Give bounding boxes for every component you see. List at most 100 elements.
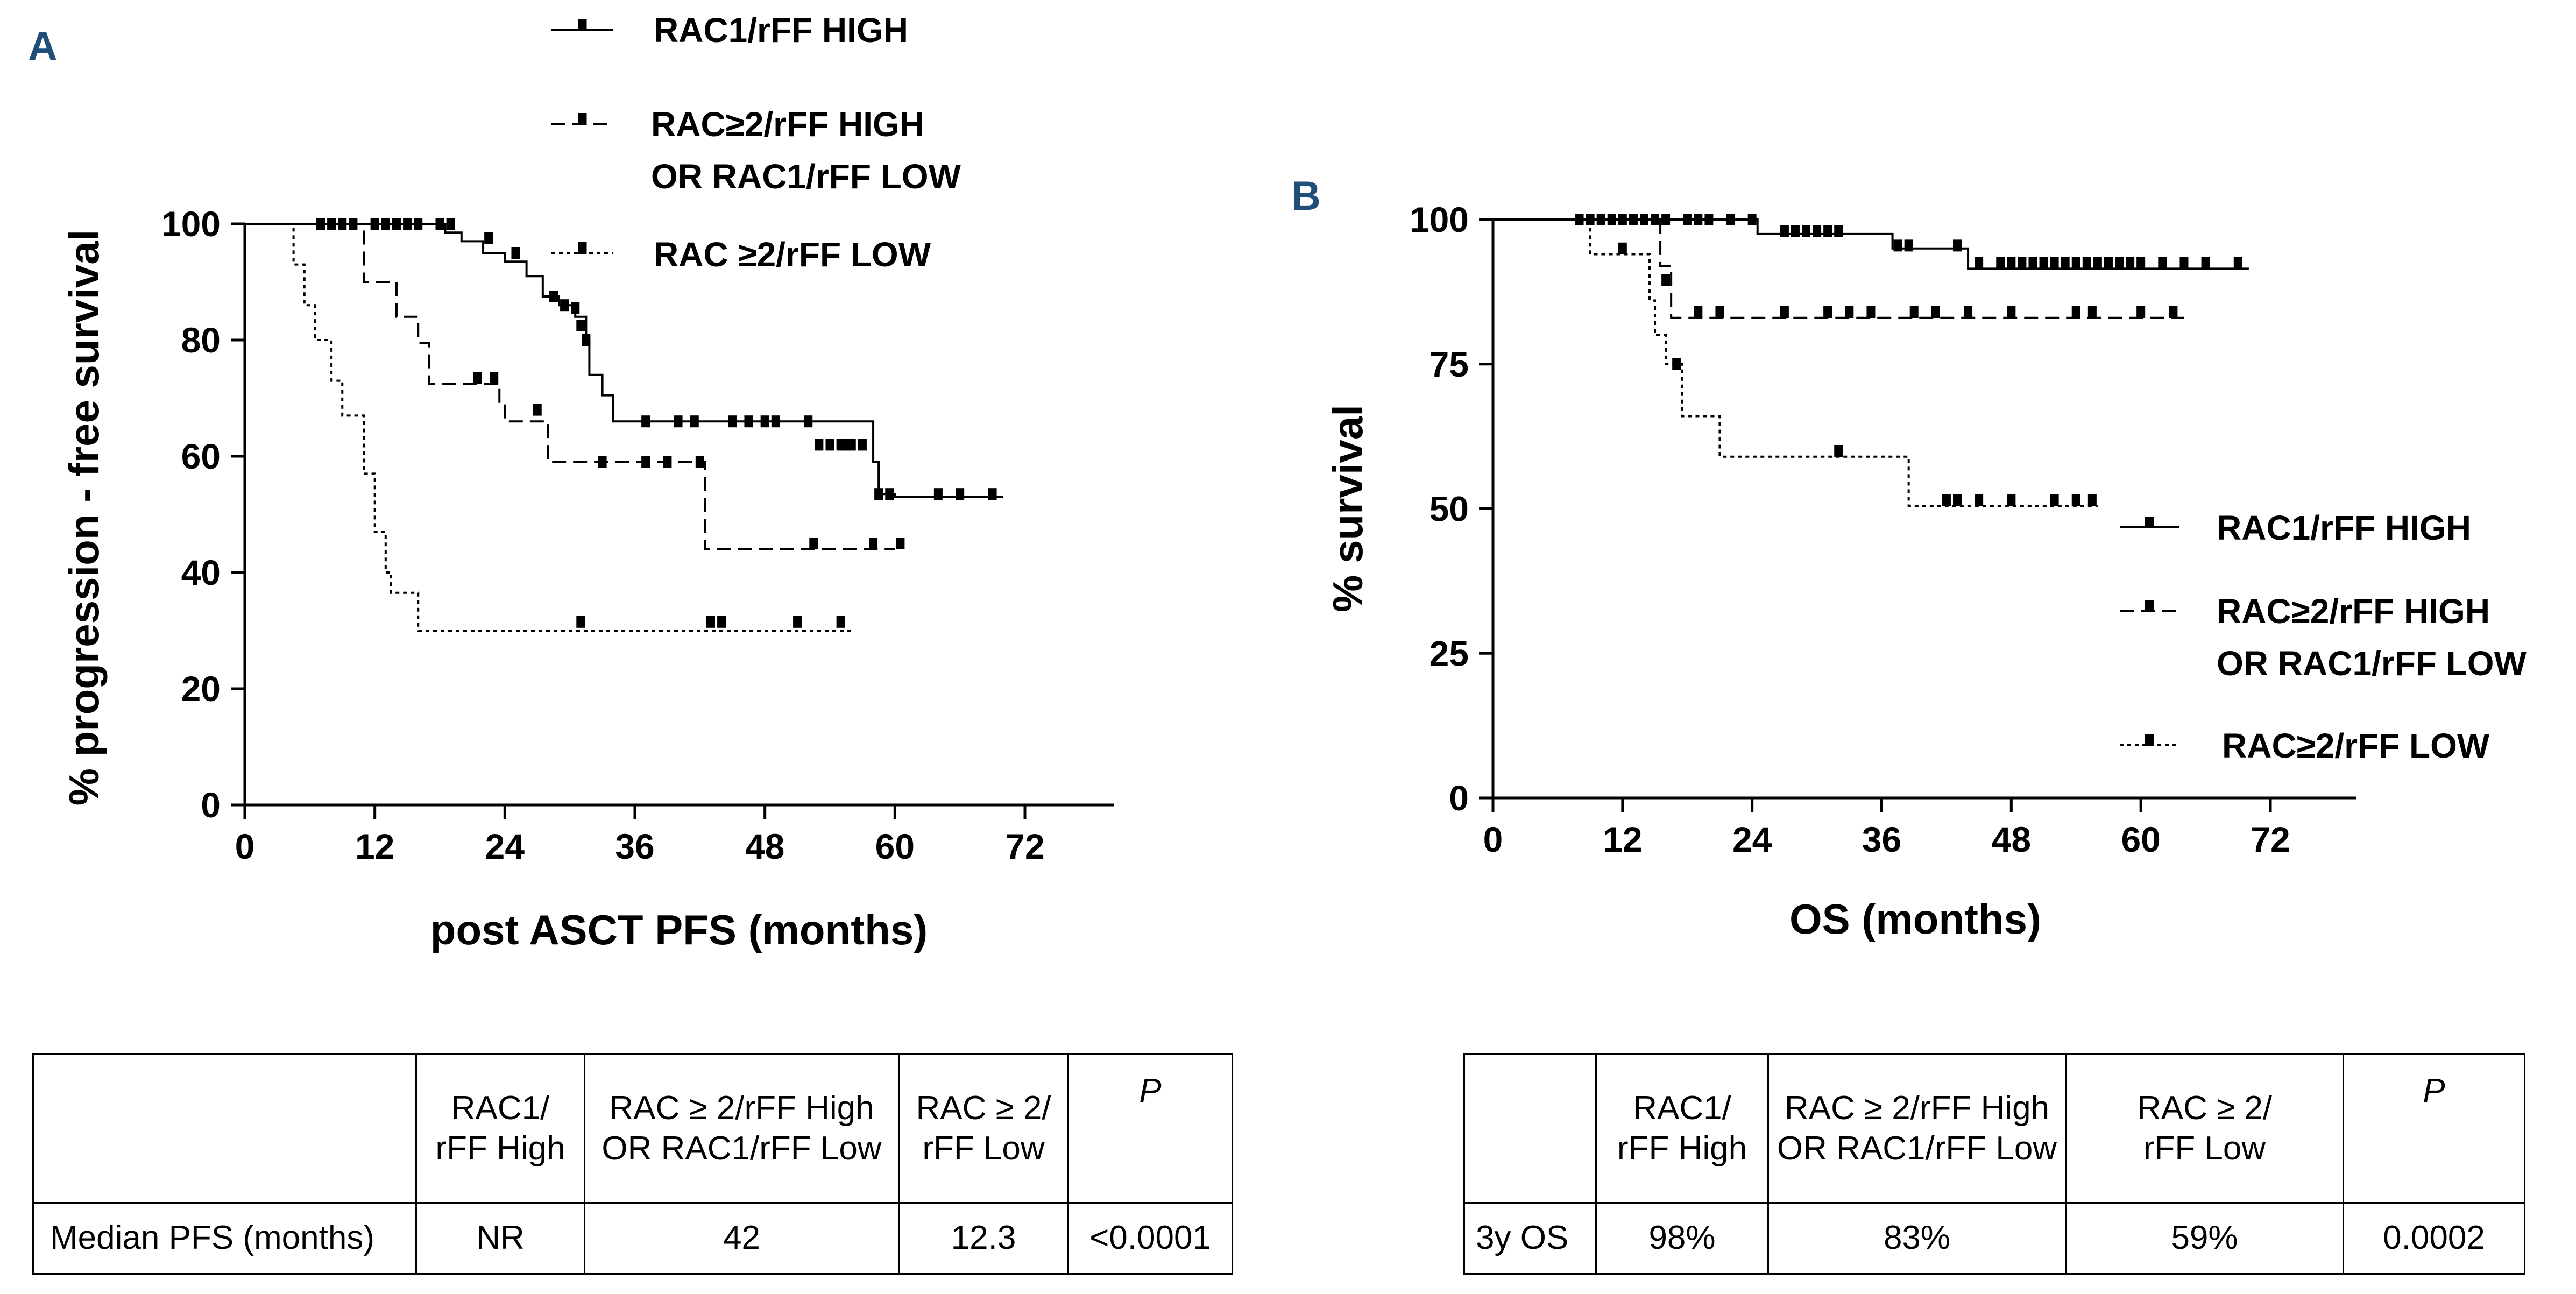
- legend-label-2-line2: OR RAC1/rFF LOW: [651, 157, 961, 196]
- censor-mark-series-2: [1845, 306, 1854, 318]
- censor-mark-series-1: [2018, 257, 2027, 269]
- survival-curve-2: [1493, 218, 2184, 319]
- legend-marker-3: [2145, 734, 2154, 746]
- censor-mark-series-2: [473, 372, 482, 384]
- legend-label-2-line2: OR RAC1/rFF LOW: [2217, 644, 2527, 683]
- censor-mark-series-2: [641, 456, 650, 468]
- censor-mark-series-2: [1964, 306, 1973, 318]
- y-tick-label: 40: [181, 553, 221, 592]
- censor-mark-series-1: [1651, 214, 1660, 225]
- censor-mark-series-2: [1780, 306, 1789, 318]
- legend-label-3: RAC ≥2/rFF LOW: [654, 235, 931, 274]
- censor-mark-series-1: [2233, 257, 2242, 269]
- censor-mark-series-1: [446, 218, 455, 230]
- censor-mark-series-1: [549, 291, 558, 302]
- censor-mark-series-1: [825, 439, 834, 451]
- censor-mark-series-1: [2050, 257, 2059, 269]
- censor-mark-series-1: [2007, 257, 2016, 269]
- censor-mark-series-3: [836, 616, 845, 628]
- censor-mark-series-1: [392, 218, 401, 230]
- censor-mark-series-1: [582, 334, 591, 346]
- x-tick-label: 36: [615, 826, 654, 866]
- censor-mark-series-1: [771, 415, 780, 428]
- header-cell-empty: [32, 1053, 417, 1204]
- censor-mark-series-1: [1726, 214, 1735, 225]
- censor-mark-series-3: [2087, 494, 2097, 506]
- censor-mark-series-3: [2007, 494, 2016, 506]
- y-tick-label: 80: [181, 320, 221, 360]
- header-cell-p: P: [1067, 1053, 1233, 1204]
- censor-mark-series-1: [1704, 214, 1714, 225]
- censor-mark-series-2: [896, 538, 905, 549]
- three-year-os-table: RAC1/rFF High RAC ≥ 2/rFF High OR RAC1/rF…: [1463, 1053, 2525, 1275]
- censor-mark-series-1: [571, 302, 580, 314]
- x-axis-title: OS (months): [1789, 895, 2041, 943]
- censor-mark-series-1: [2179, 257, 2189, 269]
- header-cell-empty: [1463, 1053, 1597, 1204]
- value-rac2-high-or-rac1-low: 83%: [1767, 1202, 2067, 1275]
- x-tick-label: 24: [1732, 819, 1772, 859]
- censor-mark-series-1: [435, 218, 444, 230]
- censor-mark-series-1: [2082, 257, 2091, 269]
- censor-mark-series-2: [1694, 306, 1703, 318]
- censor-mark-series-2: [2136, 306, 2146, 318]
- censor-mark-series-1: [2115, 257, 2124, 269]
- legend-label-1: RAC1/rFF HIGH: [654, 11, 908, 50]
- censor-mark-series-2: [2007, 306, 2016, 318]
- y-tick-label: 75: [1429, 344, 1469, 384]
- censor-mark-series-1: [988, 488, 997, 500]
- censor-mark-series-3: [2071, 494, 2080, 506]
- censor-mark-series-1: [1780, 225, 1789, 237]
- censor-mark-series-1: [2093, 257, 2102, 269]
- survival-curve-3: [1493, 218, 2098, 507]
- x-tick-label: 36: [1862, 819, 1901, 859]
- header-cell-rac1-high: RAC1/rFF High: [1595, 1053, 1769, 1204]
- legend-label-2-line1: RAC≥2/rFF HIGH: [2217, 592, 2490, 631]
- censor-mark-series-1: [1813, 225, 1822, 237]
- y-tick-label: 25: [1429, 633, 1469, 673]
- censor-mark-series-1: [2201, 257, 2210, 269]
- censor-mark-series-2: [695, 456, 704, 468]
- x-tick-label: 48: [745, 826, 784, 866]
- censor-mark-series-1: [1834, 225, 1843, 237]
- censor-mark-series-2: [2071, 306, 2080, 318]
- censor-mark-series-3: [1618, 242, 1627, 254]
- legend-marker-3: [578, 242, 587, 254]
- y-tick-label: 100: [1410, 200, 1469, 239]
- censor-mark-series-1: [2104, 257, 2113, 269]
- censor-mark-series-1: [2028, 257, 2037, 269]
- censor-mark-series-1: [728, 415, 737, 428]
- row-label-3y-os: 3y OS: [1463, 1202, 1597, 1275]
- survival-curve-3: [245, 223, 852, 632]
- x-tick-label: 60: [2121, 819, 2160, 859]
- censor-mark-series-2: [1661, 274, 1671, 286]
- censor-mark-series-2: [1909, 306, 1919, 318]
- header-cell-rac2-low: RAC ≥ 2/rFF Low: [2065, 1053, 2344, 1204]
- censor-mark-series-1: [403, 218, 412, 230]
- censor-mark-series-1: [2061, 257, 2070, 269]
- censor-mark-series-3: [793, 616, 802, 628]
- x-tick-label: 0: [235, 826, 255, 866]
- x-tick-label: 72: [2251, 819, 2290, 859]
- legend-marker-1: [578, 19, 587, 31]
- censor-mark-series-2: [663, 456, 672, 468]
- censor-mark-series-2: [2087, 306, 2097, 318]
- censor-mark-series-2: [1866, 306, 1876, 318]
- censor-mark-series-2: [869, 538, 878, 549]
- censor-mark-series-1: [1661, 214, 1671, 225]
- y-tick-label: 100: [161, 204, 221, 244]
- legend-label-1: RAC1/rFF HIGH: [2217, 508, 2471, 547]
- y-axis-title: % survival: [1324, 405, 1371, 612]
- censor-mark-series-2: [598, 456, 607, 468]
- censor-mark-series-1: [933, 488, 943, 500]
- value-rac1-high: NR: [415, 1202, 585, 1275]
- censor-mark-series-1: [641, 415, 650, 428]
- legend-marker-1: [2145, 517, 2154, 528]
- censor-mark-series-1: [1823, 225, 1832, 237]
- censor-mark-series-1: [690, 415, 699, 428]
- censor-mark-series-3: [1975, 494, 1984, 506]
- censor-mark-series-2: [1823, 306, 1832, 318]
- y-axis-title: % progression - free survival: [60, 230, 108, 806]
- censor-mark-series-1: [484, 232, 493, 244]
- censor-mark-series-1: [1975, 257, 1984, 269]
